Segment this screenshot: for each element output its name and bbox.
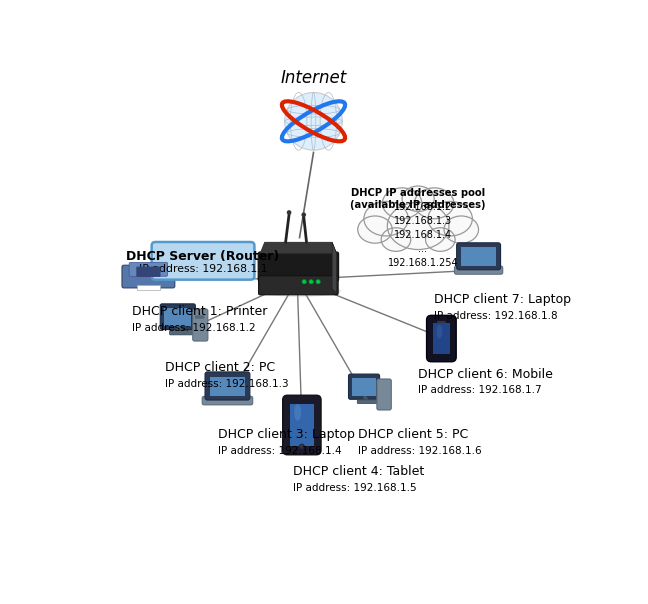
FancyBboxPatch shape bbox=[357, 400, 376, 403]
FancyBboxPatch shape bbox=[290, 404, 314, 446]
Text: IP address: 192.168.1.2: IP address: 192.168.1.2 bbox=[132, 323, 256, 333]
FancyBboxPatch shape bbox=[152, 242, 255, 280]
FancyBboxPatch shape bbox=[209, 377, 246, 396]
Text: IP address: 192.168.1.6: IP address: 192.168.1.6 bbox=[358, 446, 481, 456]
Text: DHCP client 7: Laptop: DHCP client 7: Laptop bbox=[434, 294, 572, 306]
Circle shape bbox=[284, 92, 342, 150]
FancyBboxPatch shape bbox=[202, 396, 253, 405]
FancyBboxPatch shape bbox=[132, 263, 165, 269]
Ellipse shape bbox=[415, 188, 454, 219]
FancyBboxPatch shape bbox=[353, 378, 376, 396]
Text: DHCP IP addresses pool
(available IP addresses): DHCP IP addresses pool (available IP add… bbox=[351, 188, 486, 210]
Polygon shape bbox=[332, 242, 337, 294]
Circle shape bbox=[309, 280, 313, 284]
Ellipse shape bbox=[258, 285, 341, 297]
Text: DHCP client 6: Mobile: DHCP client 6: Mobile bbox=[418, 368, 553, 381]
FancyBboxPatch shape bbox=[454, 266, 503, 274]
Text: 192.168.1.2
192.168.1.3
192.168.1.4
...
192.168.1.254: 192.168.1.2 192.168.1.3 192.168.1.4 ... … bbox=[388, 202, 458, 268]
Ellipse shape bbox=[437, 325, 443, 339]
Circle shape bbox=[301, 213, 306, 217]
Text: DHCP Server (Router): DHCP Server (Router) bbox=[126, 249, 280, 263]
Ellipse shape bbox=[364, 202, 408, 236]
FancyBboxPatch shape bbox=[349, 374, 380, 399]
FancyBboxPatch shape bbox=[433, 323, 450, 354]
FancyBboxPatch shape bbox=[129, 262, 168, 276]
FancyBboxPatch shape bbox=[437, 321, 446, 323]
FancyBboxPatch shape bbox=[137, 285, 160, 290]
FancyBboxPatch shape bbox=[122, 265, 175, 288]
FancyBboxPatch shape bbox=[426, 315, 456, 362]
FancyBboxPatch shape bbox=[258, 252, 339, 281]
FancyBboxPatch shape bbox=[283, 395, 321, 455]
Circle shape bbox=[299, 444, 305, 449]
FancyBboxPatch shape bbox=[164, 308, 191, 326]
Circle shape bbox=[316, 280, 320, 284]
FancyBboxPatch shape bbox=[195, 315, 204, 319]
Ellipse shape bbox=[426, 228, 455, 251]
FancyBboxPatch shape bbox=[461, 248, 496, 266]
Ellipse shape bbox=[382, 188, 422, 219]
FancyBboxPatch shape bbox=[457, 243, 500, 270]
Text: IP address: 192.168.1.5: IP address: 192.168.1.5 bbox=[292, 483, 416, 493]
Text: DHCP client 3: Laptop: DHCP client 3: Laptop bbox=[218, 428, 355, 442]
FancyBboxPatch shape bbox=[170, 330, 192, 335]
FancyBboxPatch shape bbox=[136, 266, 161, 277]
Text: Internet: Internet bbox=[281, 69, 347, 87]
Ellipse shape bbox=[381, 228, 411, 251]
FancyBboxPatch shape bbox=[192, 309, 208, 341]
Text: IP address: 192.168.1.1: IP address: 192.168.1.1 bbox=[139, 264, 267, 274]
FancyBboxPatch shape bbox=[259, 275, 338, 295]
Ellipse shape bbox=[294, 404, 301, 421]
Text: DHCP client 4: Tablet: DHCP client 4: Tablet bbox=[292, 466, 424, 478]
Text: DHCP client 2: PC: DHCP client 2: PC bbox=[165, 361, 275, 374]
FancyBboxPatch shape bbox=[377, 379, 391, 410]
Text: IP address: 192.168.1.4: IP address: 192.168.1.4 bbox=[218, 446, 341, 456]
Text: IP address: 192.168.1.8: IP address: 192.168.1.8 bbox=[434, 311, 558, 321]
Polygon shape bbox=[260, 242, 337, 254]
Ellipse shape bbox=[388, 202, 449, 249]
FancyBboxPatch shape bbox=[160, 304, 195, 330]
Text: DHCP client 5: PC: DHCP client 5: PC bbox=[358, 428, 468, 442]
Text: IP address: 192.168.1.3: IP address: 192.168.1.3 bbox=[165, 379, 288, 388]
Circle shape bbox=[302, 280, 307, 284]
Ellipse shape bbox=[402, 186, 434, 211]
FancyBboxPatch shape bbox=[205, 372, 250, 400]
Ellipse shape bbox=[428, 202, 472, 236]
Ellipse shape bbox=[444, 216, 478, 243]
Text: IP address: 192.168.1.7: IP address: 192.168.1.7 bbox=[418, 385, 542, 396]
Circle shape bbox=[287, 210, 292, 215]
Text: DHCP client 1: Printer: DHCP client 1: Printer bbox=[132, 305, 268, 318]
Ellipse shape bbox=[358, 216, 392, 243]
